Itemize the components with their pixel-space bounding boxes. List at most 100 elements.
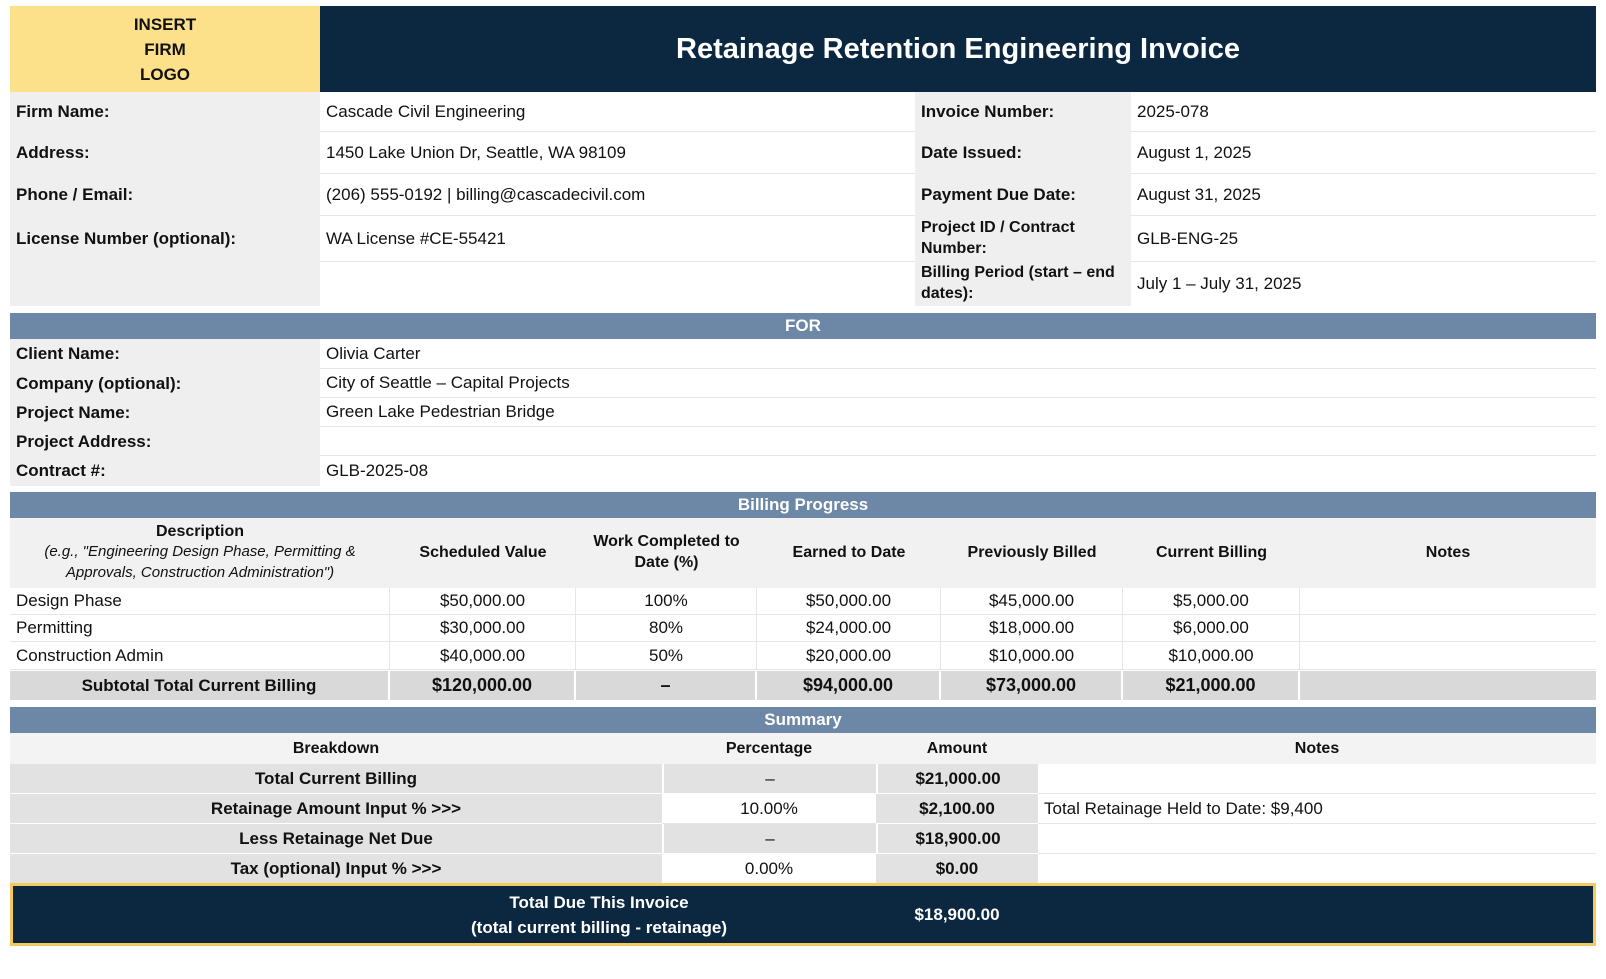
page-title: Retainage Retention Engineering Invoice xyxy=(676,32,1240,65)
row-1-scheduled[interactable]: $50,000.00 xyxy=(390,588,576,615)
description-header-hint: (e.g., "Engineering Design Phase, Permit… xyxy=(44,543,356,581)
firm-name-value[interactable]: Cascade Civil Engineering xyxy=(320,92,915,132)
total-current-billing-percentage: – xyxy=(662,764,876,794)
row-2-scheduled[interactable]: $30,000.00 xyxy=(390,615,576,642)
empty-firm-cell[interactable] xyxy=(320,262,915,306)
row-3-previous[interactable]: $10,000.00 xyxy=(941,642,1123,670)
license-value[interactable]: WA License #CE-55421 xyxy=(320,216,915,262)
summary-table: Breakdown Percentage Amount Notes Total … xyxy=(10,733,1596,883)
tax-label: Tax (optional) Input % >>> xyxy=(10,854,662,883)
description-header-label: Description xyxy=(155,523,244,540)
billing-period-value[interactable]: July 1 – July 31, 2025 xyxy=(1131,262,1596,306)
breakdown-header: Breakdown xyxy=(292,739,380,757)
summary-notes-header: Notes xyxy=(1294,739,1340,757)
row-1-description[interactable]: Design Phase xyxy=(10,588,390,615)
subtotal-previous: $73,000.00 xyxy=(941,671,1123,700)
work-completed-header: Work Completed to Date (%) xyxy=(593,533,740,571)
current-billing-header: Current Billing xyxy=(1155,544,1268,561)
summary-table-header xyxy=(10,733,1596,764)
subtotal-scheduled: $120,000.00 xyxy=(390,671,576,700)
row-1-current: $5,000.00 xyxy=(1123,588,1300,615)
project-address-value[interactable] xyxy=(320,427,1596,456)
invoice-label-column xyxy=(915,92,1131,306)
logo-placeholder[interactable]: INSERT FIRM LOGO xyxy=(10,6,320,92)
net-due-percentage: – xyxy=(662,824,876,854)
row-1-previous[interactable]: $45,000.00 xyxy=(941,588,1123,615)
summary-header: Summary xyxy=(10,707,1596,733)
logo-text: INSERT FIRM LOGO xyxy=(133,14,197,84)
company-label: Company (optional): xyxy=(16,373,182,393)
net-due-notes[interactable] xyxy=(1038,824,1596,854)
row-1-completed[interactable]: 100% xyxy=(576,588,757,615)
net-due-label: Less Retainage Net Due xyxy=(10,824,662,854)
total-due-amount: $18,900.00 xyxy=(914,904,1000,924)
license-label: License Number (optional): xyxy=(16,229,237,248)
subtotal-current: $21,000.00 xyxy=(1123,671,1300,700)
client-info-block: Client Name: Olivia Carter Company (opti… xyxy=(10,339,1596,486)
contract-value[interactable]: GLB-2025-08 xyxy=(320,456,1596,486)
row-2-current: $6,000.00 xyxy=(1123,615,1300,642)
total-due-label-line2: (total current billing - retainage) xyxy=(471,917,727,937)
row-1-notes[interactable] xyxy=(1300,588,1596,615)
row-2-completed[interactable]: 80% xyxy=(576,615,757,642)
total-current-billing-label: Total Current Billing xyxy=(10,764,662,794)
retainage-notes[interactable]: Total Retainage Held to Date: $9,400 xyxy=(1038,794,1596,824)
address-value[interactable]: 1450 Lake Union Dr, Seattle, WA 98109 xyxy=(320,132,915,174)
notes-header: Notes xyxy=(1425,544,1471,561)
row-1-earned: $50,000.00 xyxy=(757,588,941,615)
total-current-billing-notes[interactable] xyxy=(1038,764,1596,794)
tax-notes[interactable] xyxy=(1038,854,1596,883)
retainage-amount: $2,100.00 xyxy=(876,794,1038,824)
billing-table: Description (e.g., "Engineering Design P… xyxy=(10,518,1596,700)
row-3-completed[interactable]: 50% xyxy=(576,642,757,670)
total-current-billing-amount: $21,000.00 xyxy=(876,764,1038,794)
subtotal-notes xyxy=(1300,671,1596,700)
phone-email-label: Phone / Email: xyxy=(16,185,134,204)
row-2-previous[interactable]: $18,000.00 xyxy=(941,615,1123,642)
due-date-value[interactable]: August 31, 2025 xyxy=(1131,174,1596,216)
row-2-description[interactable]: Permitting xyxy=(10,615,390,642)
billing-period-label: Billing Period (start – end dates): xyxy=(921,264,1115,302)
client-name-value[interactable]: Olivia Carter xyxy=(320,339,1596,369)
project-id-value[interactable]: GLB-ENG-25 xyxy=(1131,216,1596,262)
phone-email-value[interactable]: (206) 555-0192 | billing@cascadecivil.co… xyxy=(320,174,915,216)
date-issued-label: Date Issued: xyxy=(921,143,1023,162)
company-value[interactable]: City of Seattle – Capital Projects xyxy=(320,369,1596,398)
row-3-scheduled[interactable]: $40,000.00 xyxy=(390,642,576,670)
due-date-label: Payment Due Date: xyxy=(921,185,1076,204)
row-2-notes[interactable] xyxy=(1300,615,1596,642)
firm-name-label: Firm Name: xyxy=(16,102,110,121)
total-due-bar: Total Due This Invoice (total current bi… xyxy=(10,883,1596,946)
row-2-earned: $24,000.00 xyxy=(757,615,941,642)
invoice-number-label: Invoice Number: xyxy=(921,102,1055,121)
firm-label-column xyxy=(10,92,320,306)
billing-table-header xyxy=(10,518,1596,588)
tax-amount: $0.00 xyxy=(876,854,1038,883)
invoice-number-value[interactable]: 2025-078 xyxy=(1131,92,1596,132)
client-label-column xyxy=(10,339,320,486)
tax-percentage-input[interactable]: 0.00% xyxy=(662,854,876,883)
project-name-label: Project Name: xyxy=(16,402,131,422)
previously-billed-header: Previously Billed xyxy=(967,544,1097,561)
billing-progress-header: Billing Progress xyxy=(10,492,1596,518)
total-due-label-line1: Total Due This Invoice xyxy=(509,892,689,912)
row-3-description[interactable]: Construction Admin xyxy=(10,642,390,670)
contract-label: Contract #: xyxy=(16,461,106,480)
description-header: Description (e.g., "Engineering Design P… xyxy=(10,518,390,588)
earned-to-date-header: Earned to Date xyxy=(792,544,906,561)
client-name-label: Client Name: xyxy=(16,344,120,363)
subtotal-label: Subtotal Total Current Billing xyxy=(10,671,390,700)
retainage-percentage-input[interactable]: 10.00% xyxy=(662,794,876,824)
address-label: Address: xyxy=(16,143,90,162)
total-due-label: Total Due This Invoice (total current bi… xyxy=(13,886,1185,943)
date-issued-value[interactable]: August 1, 2025 xyxy=(1131,132,1596,174)
scheduled-value-header: Scheduled Value xyxy=(419,544,547,561)
subtotal-completed: – xyxy=(576,671,757,700)
row-3-notes[interactable] xyxy=(1300,642,1596,670)
project-name-value[interactable]: Green Lake Pedestrian Bridge xyxy=(320,398,1596,427)
retainage-label: Retainage Amount Input % >>> xyxy=(10,794,662,824)
net-due-amount: $18,900.00 xyxy=(876,824,1038,854)
subtotal-earned: $94,000.00 xyxy=(757,671,941,700)
row-3-earned: $20,000.00 xyxy=(757,642,941,670)
percentage-header: Percentage xyxy=(725,739,813,757)
